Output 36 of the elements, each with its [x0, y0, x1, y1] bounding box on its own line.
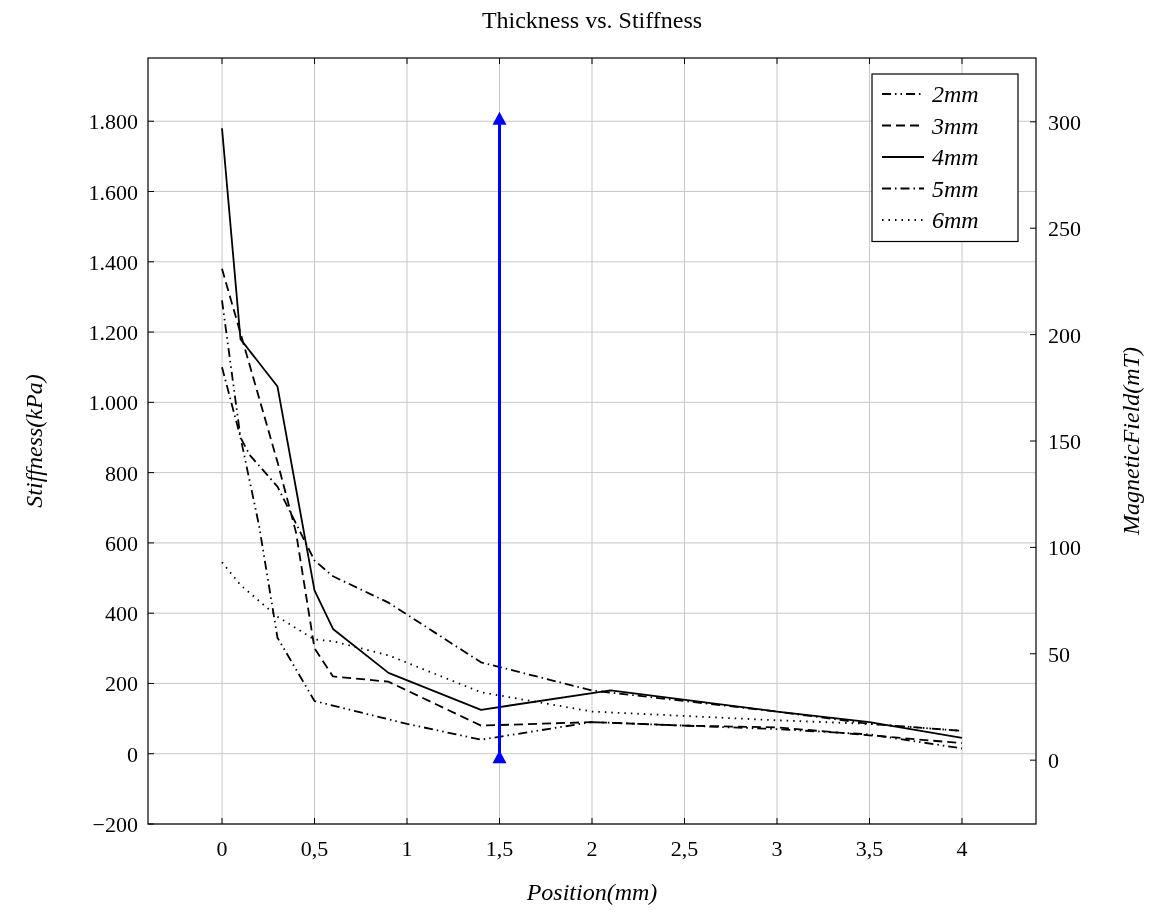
y2-tick-label: 150	[1048, 429, 1081, 454]
y-tick-label: 1.600	[88, 179, 138, 205]
legend-label: 4mm	[932, 144, 979, 170]
x-tick-label: 1,5	[485, 836, 514, 861]
y-tick-label: 200	[105, 671, 138, 697]
y-tick-label: 800	[105, 460, 138, 486]
y2-axis-title: MagneticField(mT)	[1118, 347, 1144, 536]
y2-tick-label: 300	[1048, 109, 1081, 135]
y-tick-label: 1.000	[88, 390, 138, 416]
x-tick-label: 0,5	[300, 836, 329, 861]
x-tick-label: 2	[586, 836, 598, 861]
x-tick-label: 2,5	[670, 836, 699, 861]
legend-label: 5mm	[932, 175, 979, 202]
y-tick-label: 1.400	[88, 249, 138, 275]
y-tick-label: 400	[105, 601, 138, 627]
x-tick-label: 4	[956, 836, 968, 861]
y2-tick-label: 250	[1048, 216, 1081, 242]
y2-tick-label: 0	[1048, 748, 1059, 774]
y-tick-label: 1.800	[88, 109, 138, 135]
x-tick-label: 3	[771, 836, 783, 861]
chart-title: Thickness vs. Stiffness	[481, 7, 703, 33]
x-axis-title: Position(mm)	[525, 879, 658, 905]
x-tick-label: 3,5	[855, 836, 884, 861]
legend-label: 2mm	[932, 81, 979, 107]
legend-label: 6mm	[932, 207, 979, 233]
y2-tick-label: 50	[1048, 641, 1070, 667]
y2-tick-label: 200	[1048, 322, 1081, 348]
y-tick-label: 600	[105, 530, 138, 556]
y-tick-label: 1.200	[88, 320, 138, 346]
x-tick-label: 0	[216, 836, 228, 861]
y2-tick-label: 100	[1048, 535, 1081, 561]
x-tick-label: 1	[401, 836, 413, 861]
legend-label: 3mm	[931, 112, 979, 139]
y-axis-title: Stiffness(kPa)	[21, 374, 47, 508]
y-tick-label: 0	[127, 741, 138, 767]
y-tick-label: −200	[92, 812, 138, 837]
